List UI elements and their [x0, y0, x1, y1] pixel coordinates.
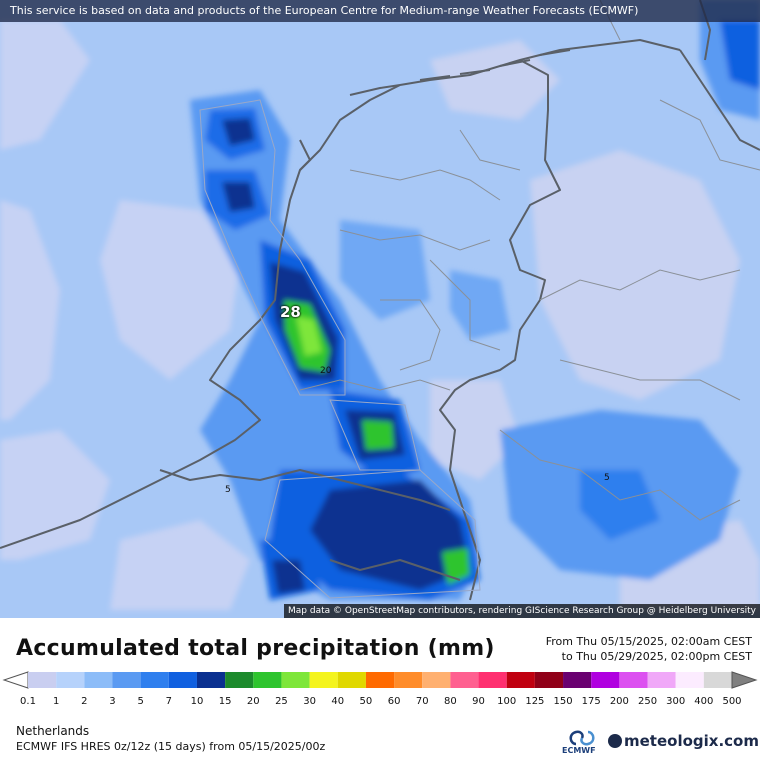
- colorbar-swatch: [196, 672, 226, 688]
- date-to: to Thu 05/29/2025, 02:00pm CEST: [561, 650, 752, 663]
- colorbar-swatch: [394, 672, 423, 688]
- colorbar-tick-label: 3: [109, 696, 116, 707]
- colorbar-swatch: [478, 672, 507, 688]
- colorbar-tick-label: 5: [137, 696, 144, 707]
- contour-label: 5: [225, 485, 231, 495]
- colorbar-swatch: [225, 672, 254, 688]
- colorbar-tick-label: 15: [218, 696, 232, 707]
- colorbar-tick-label: 30: [303, 696, 316, 707]
- colorbar-tick-label: 10: [190, 696, 204, 707]
- precipitation-colorbar: [2, 671, 758, 689]
- colorbar-tick-label: 1: [52, 696, 60, 707]
- colorbar-swatch: [591, 672, 620, 688]
- colorbar-swatch: [365, 672, 395, 688]
- colorbar-swatch: [56, 672, 85, 688]
- ecmwf-logo-icon: [562, 728, 602, 758]
- colorbar-max-arrow: [731, 671, 758, 689]
- colorbar-swatch: [112, 672, 141, 688]
- colorbar-swatch: [703, 672, 732, 688]
- colorbar-swatch: [506, 672, 535, 688]
- max-value-label: 28: [280, 303, 301, 321]
- colorbar-tick-label: 40: [331, 696, 345, 707]
- legend-panel: [0, 618, 760, 760]
- colorbar-swatch: [534, 672, 564, 688]
- colorbar-swatch: [675, 672, 704, 688]
- colorbar-swatch: [281, 672, 310, 688]
- colorbar-tick-label: 250: [637, 696, 658, 707]
- colorbar-tick-label: 175: [581, 696, 601, 707]
- colorbar-tick-label: 2: [81, 696, 88, 707]
- colorbar-tick-label: 400: [694, 696, 714, 707]
- colorbar-tick-label: 70: [415, 696, 429, 707]
- colorbar-swatch: [309, 672, 338, 688]
- colorbar-tick-label: 200: [609, 696, 629, 707]
- model-run-label: ECMWF IFS HRES 0z/12z (15 days) from 05/…: [16, 740, 326, 753]
- colorbar-tick-label: 500: [722, 696, 742, 707]
- colorbar-tick-label: 150: [553, 696, 573, 707]
- ecmwf-disclaimer-banner: This service is based on data and produc…: [0, 0, 760, 22]
- precipitation-field: [0, 0, 760, 618]
- colorbar-swatch: [253, 672, 282, 688]
- colorbar-tick-label: 300: [666, 696, 686, 707]
- colorbar-min-arrow: [2, 671, 29, 689]
- legend-title: Accumulated total precipitation (mm): [16, 636, 495, 661]
- contour-label: 5: [604, 473, 610, 483]
- meteologix-brand[interactable]: meteologix.com: [608, 732, 759, 750]
- date-from: From Thu 05/15/2025, 02:00am CEST: [545, 635, 752, 648]
- colorbar-swatch: [450, 672, 479, 688]
- colorbar-tick-label: 90: [472, 696, 485, 707]
- meteologix-logo-icon: [608, 734, 622, 748]
- colorbar-swatch: [28, 672, 57, 688]
- colorbar-ticks: 0.1 1 2 3 5 7 10 15 20 25 30 40 50 60 70 80 90 100 125 150 1…: [0, 696, 760, 710]
- colorbar-swatch: [422, 672, 451, 688]
- colorbar-swatch: [140, 672, 169, 688]
- colorbar-tick-label: 80: [444, 696, 457, 707]
- colorbar-swatch: [563, 672, 592, 688]
- colorbar-tick-label: 20: [246, 696, 260, 707]
- location-label: Netherlands: [16, 724, 90, 738]
- colorbar-tick-label: 0.1: [20, 696, 36, 707]
- colorbar-swatch: [647, 672, 676, 688]
- colorbar-tick-label: 25: [275, 696, 288, 707]
- colorbar-tick-label: 7: [165, 696, 172, 707]
- colorbar-swatch: [337, 672, 366, 688]
- map-attribution[interactable]: Map data © OpenStreetMap contributors, r…: [284, 604, 760, 618]
- colorbar-swatch: [619, 672, 648, 688]
- colorbar-swatch: [168, 672, 197, 688]
- precipitation-map[interactable]: 28 20 5 5 This service is based on data …: [0, 0, 760, 618]
- contour-label: 20: [320, 366, 332, 376]
- colorbar-tick-label: 125: [525, 696, 545, 707]
- ecmwf-label: ECMWF: [562, 746, 596, 755]
- colorbar-tick-label: 100: [497, 696, 517, 707]
- colorbar-tick-label: 50: [359, 696, 373, 707]
- colorbar-swatch: [84, 672, 113, 688]
- colorbar-tick-label: 60: [387, 696, 401, 707]
- brand-text: meteologix.com: [624, 732, 759, 750]
